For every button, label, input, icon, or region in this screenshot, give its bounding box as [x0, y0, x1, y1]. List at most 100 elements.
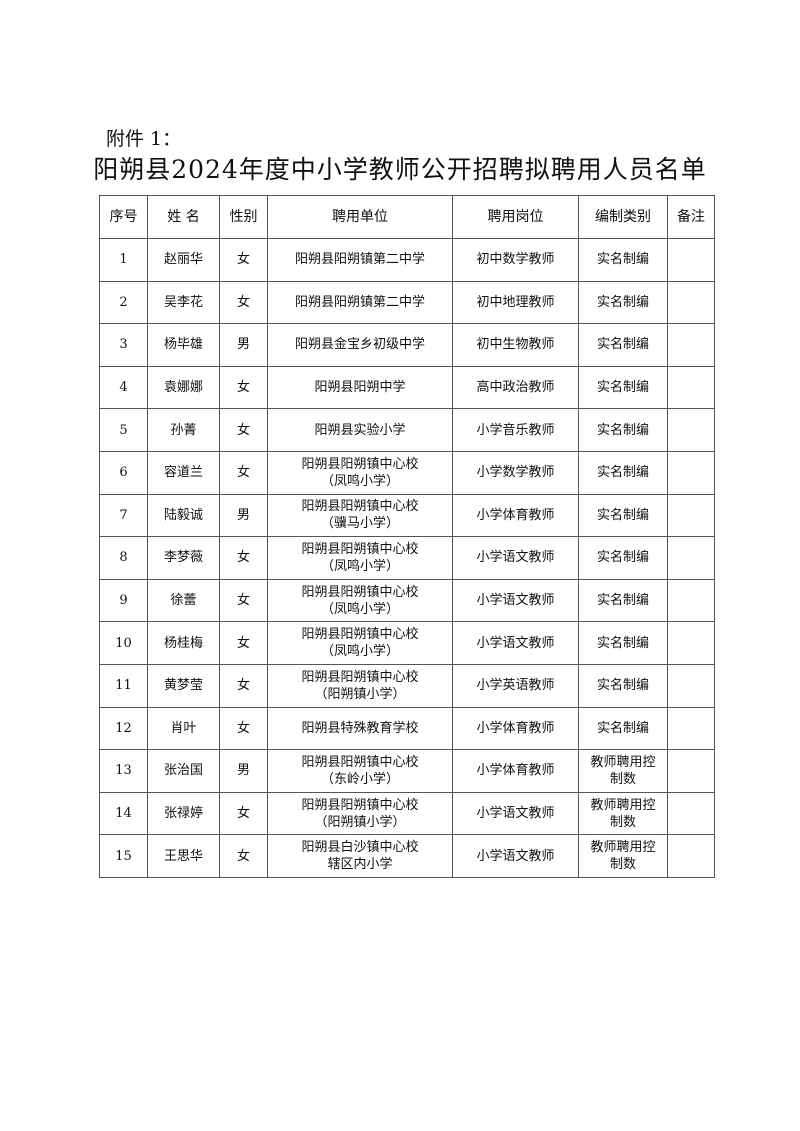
cell-name: 黄梦莹	[147, 663, 220, 708]
cell-staffing-type: 实名制编	[578, 323, 668, 367]
cell-employer: 阳朔县阳朔镇中心校 （凤鸣小学）	[267, 450, 453, 495]
cell-staffing-type: 实名制编	[578, 663, 668, 708]
cell-staffing-type: 教师聘用控 制数	[578, 791, 668, 836]
cell-employer: 阳朔县阳朔镇中心校 （阳朔镇小学）	[267, 791, 453, 836]
cell-staffing-type: 实名制编	[578, 450, 668, 495]
cell-position: 小学体育教师	[452, 749, 579, 793]
cell-position: 初中数学教师	[452, 238, 579, 282]
table-row: 13 张治国男阳朔县阳朔镇中心校 （东岭小学） 小学体育教师 教师聘用控 制数	[99, 749, 715, 793]
cell-index: 6	[99, 450, 148, 495]
cell-index: 5	[99, 408, 148, 452]
cell-employer: 阳朔县金宝乡初级中学	[267, 323, 453, 367]
table-row: 15 王思华女阳朔县白沙镇中心校 辖区内小学 小学语文教师 教师聘用控 制数	[99, 834, 715, 878]
cell-position: 初中生物教师	[452, 323, 579, 367]
header-col-position: 聘用岗位	[452, 195, 579, 239]
cell-position: 小学语文教师	[452, 834, 579, 878]
cell-name: 杨桂梅	[147, 621, 220, 665]
cell-index: 3	[99, 323, 148, 367]
cell-index: 1	[99, 238, 148, 282]
cell-gender: 男	[219, 749, 268, 793]
cell-remarks	[667, 365, 715, 410]
cell-staffing-type: 实名制编	[578, 706, 668, 751]
cell-remarks	[667, 238, 715, 282]
table-row: 4 袁娜娜女阳朔县阳朔中学 高中政治教师 实名制编	[99, 365, 715, 410]
cell-name: 徐蕾	[147, 578, 220, 623]
table-row: 14 张禄婷女阳朔县阳朔镇中心校 （阳朔镇小学） 小学语文教师 教师聘用控 制数	[99, 791, 715, 836]
attachment-label: 附件 1：	[106, 128, 182, 150]
cell-gender: 女	[219, 536, 268, 580]
header-col-index: 序号	[99, 195, 148, 239]
cell-name: 王思华	[147, 834, 220, 878]
cell-remarks	[667, 749, 715, 793]
cell-employer: 阳朔县阳朔镇第二中学	[267, 238, 453, 282]
cell-name: 张治国	[147, 749, 220, 793]
cell-remarks	[667, 280, 715, 325]
cell-employer: 阳朔县阳朔镇中心校 （阳朔镇小学）	[267, 663, 453, 708]
table-row: 12 肖叶女阳朔县特殊教育学校 小学体育教师 实名制编	[99, 706, 715, 751]
cell-position: 小学体育教师	[452, 493, 579, 538]
cell-remarks	[667, 493, 715, 538]
header-col-gender: 性别	[219, 195, 268, 239]
cell-employer: 阳朔县特殊教育学校	[267, 706, 453, 751]
table-row: 5 孙菁女阳朔县实验小学 小学音乐教师 实名制编	[99, 408, 715, 452]
document-title: 阳朔县2024年度中小学教师公开招聘拟聘用人员名单	[93, 155, 707, 184]
cell-employer: 阳朔县白沙镇中心校 辖区内小学	[267, 834, 453, 878]
cell-gender: 男	[219, 493, 268, 538]
cell-employer: 阳朔县阳朔镇中心校 （东岭小学）	[267, 749, 453, 793]
cell-employer: 阳朔县阳朔中学	[267, 365, 453, 410]
cell-remarks	[667, 663, 715, 708]
cell-position: 初中地理教师	[452, 280, 579, 325]
table-row: 7 陆毅诚男阳朔县阳朔镇中心校 （骥马小学） 小学体育教师 实名制编	[99, 493, 715, 538]
cell-name: 陆毅诚	[147, 493, 220, 538]
cell-position: 小学语文教师	[452, 578, 579, 623]
cell-staffing-type: 实名制编	[578, 621, 668, 665]
cell-gender: 女	[219, 621, 268, 665]
cell-gender: 女	[219, 706, 268, 751]
cell-employer: 阳朔县实验小学	[267, 408, 453, 452]
cell-gender: 女	[219, 408, 268, 452]
cell-remarks	[667, 706, 715, 751]
cell-staffing-type: 教师聘用控 制数	[578, 834, 668, 878]
cell-gender: 女	[219, 578, 268, 623]
cell-employer: 阳朔县阳朔镇中心校 （凤鸣小学）	[267, 536, 453, 580]
header-col-employer: 聘用单位	[267, 195, 453, 239]
cell-index: 11	[99, 663, 148, 708]
cell-name: 杨毕雄	[147, 323, 220, 367]
header-col-name: 姓 名	[147, 195, 220, 239]
cell-remarks	[667, 834, 715, 878]
cell-staffing-type: 实名制编	[578, 493, 668, 538]
cell-position: 小学体育教师	[452, 706, 579, 751]
cell-employer: 阳朔县阳朔镇第二中学	[267, 280, 453, 325]
table-row: 3 杨毕雄男阳朔县金宝乡初级中学 初中生物教师 实名制编	[99, 323, 715, 367]
cell-index: 14	[99, 791, 148, 836]
table-row: 2 吴李花女阳朔县阳朔镇第二中学 初中地理教师 实名制编	[99, 280, 715, 325]
cell-remarks	[667, 578, 715, 623]
cell-position: 小学语文教师	[452, 791, 579, 836]
cell-name: 吴李花	[147, 280, 220, 325]
cell-gender: 女	[219, 663, 268, 708]
cell-index: 4	[99, 365, 148, 410]
cell-employer: 阳朔县阳朔镇中心校 （凤鸣小学）	[267, 578, 453, 623]
table-row: 6 容道兰女阳朔县阳朔镇中心校 （凤鸣小学） 小学数学教师 实名制编	[99, 450, 715, 495]
cell-name: 肖叶	[147, 706, 220, 751]
personnel-table: 序号姓 名性别 聘用单位 聘用岗位 编制类别 备注 1 赵丽华女阳朔县阳朔镇第二中学 初中数…	[99, 195, 715, 878]
cell-index: 8	[99, 536, 148, 580]
cell-gender: 男	[219, 323, 268, 367]
cell-gender: 女	[219, 834, 268, 878]
table-row: 10 杨桂梅女阳朔县阳朔镇中心校 （凤鸣小学） 小学语文教师 实名制编	[99, 621, 715, 665]
cell-staffing-type: 实名制编	[578, 536, 668, 580]
cell-name: 李梦薇	[147, 536, 220, 580]
cell-employer: 阳朔县阳朔镇中心校 （凤鸣小学）	[267, 621, 453, 665]
cell-gender: 女	[219, 365, 268, 410]
cell-name: 孙菁	[147, 408, 220, 452]
cell-position: 小学音乐教师	[452, 408, 579, 452]
cell-gender: 女	[219, 450, 268, 495]
cell-index: 12	[99, 706, 148, 751]
cell-index: 2	[99, 280, 148, 325]
table-row: 9 徐蕾女阳朔县阳朔镇中心校 （凤鸣小学） 小学语文教师 实名制编	[99, 578, 715, 623]
cell-index: 10	[99, 621, 148, 665]
cell-remarks	[667, 791, 715, 836]
cell-staffing-type: 实名制编	[578, 238, 668, 282]
cell-index: 13	[99, 749, 148, 793]
cell-name: 赵丽华	[147, 238, 220, 282]
